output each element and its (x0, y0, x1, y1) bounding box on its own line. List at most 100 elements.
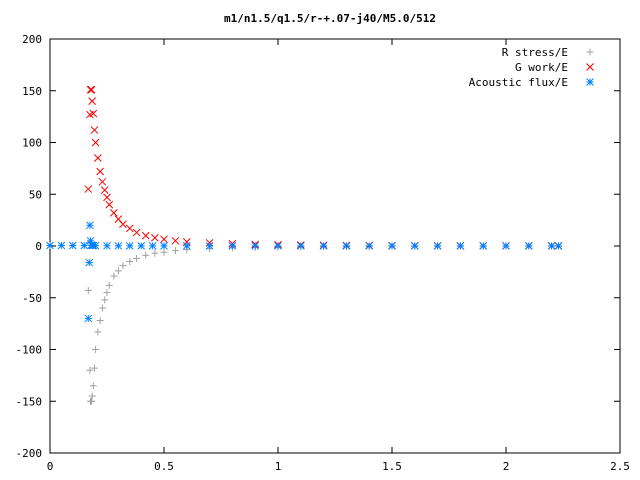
data-point (103, 289, 111, 297)
data-point (296, 242, 305, 250)
data-point (456, 242, 465, 250)
x-tick-label: 0.5 (154, 460, 174, 473)
data-point (110, 272, 118, 280)
data-point (98, 304, 106, 312)
data-point (92, 346, 100, 353)
axes: 0 0.5 1 1.5 2 2.5 -200 -150 -100 -50 0 50 100 150 200 (16, 33, 630, 473)
data-point (182, 242, 191, 250)
y-tick-label: 100 (22, 137, 42, 150)
data-point (251, 242, 260, 250)
data-point (365, 242, 374, 250)
data-point (114, 241, 123, 250)
data-point (84, 314, 93, 323)
data-point (342, 242, 351, 250)
data-point (88, 97, 97, 105)
data-point (98, 177, 107, 186)
data-point (119, 220, 127, 229)
data-point (228, 242, 237, 250)
series-1 (84, 85, 563, 250)
series-2 (46, 221, 563, 323)
data-point (410, 242, 419, 250)
data-point (132, 228, 141, 237)
data-point (85, 258, 94, 267)
data-point (126, 258, 134, 266)
data-point (141, 231, 150, 240)
data-point (86, 366, 94, 374)
legend-marker (586, 48, 594, 56)
data-point (502, 242, 510, 250)
data-point (433, 242, 442, 250)
legend-label: Acoustic flux/E (469, 76, 568, 89)
data-point (148, 242, 157, 250)
data-point (96, 167, 105, 176)
data-point (388, 242, 396, 250)
data-point (86, 221, 94, 230)
y-tick-label: -100 (16, 344, 43, 357)
data-point (94, 154, 102, 162)
data-point (87, 85, 96, 94)
data-point (133, 254, 141, 262)
data-point (57, 241, 66, 250)
data-point (46, 241, 54, 250)
data-point (105, 281, 113, 289)
x-tick-label: 2 (503, 460, 510, 473)
y-tick-label: 150 (22, 85, 42, 98)
data-point (524, 242, 533, 250)
plot-frame (49, 38, 621, 454)
data-point (100, 186, 109, 194)
data-point (125, 242, 134, 250)
series-0 (84, 242, 562, 405)
y-tick-label: 200 (22, 33, 42, 46)
data-point (90, 364, 98, 372)
data-point (91, 138, 100, 147)
data-point (90, 126, 99, 134)
data-point (547, 242, 556, 250)
data-point (160, 242, 168, 250)
data-point (137, 242, 146, 250)
data-point (88, 392, 96, 400)
x-tick-label: 2.5 (610, 460, 630, 473)
data-point (105, 200, 114, 209)
data-point (84, 185, 93, 193)
data-point (151, 249, 159, 257)
data-point (96, 317, 104, 325)
data-point (554, 242, 563, 250)
data-point (319, 242, 328, 250)
data-point (479, 242, 488, 250)
data-point (89, 382, 97, 390)
data-point (91, 241, 100, 250)
data-point (109, 209, 118, 217)
data-point (103, 193, 111, 202)
data-point (103, 241, 111, 250)
y-tick-label: 0 (35, 240, 42, 253)
data-point (125, 224, 134, 233)
data-point (274, 242, 282, 250)
data-point (142, 251, 150, 259)
data-point (80, 241, 89, 250)
data-point (87, 397, 95, 405)
data-point (205, 242, 214, 250)
legend-marker (586, 63, 594, 71)
data-point (160, 248, 168, 256)
data-marks (46, 85, 563, 405)
y-tick-label: -50 (22, 292, 42, 305)
data-point (94, 328, 102, 336)
x-tick-label: 1 (275, 460, 282, 473)
data-point (160, 235, 168, 244)
data-point (68, 241, 77, 250)
chart-title: m1/n1.5/q1.5/r-+.07-j40/M5.0/512 (224, 12, 436, 25)
legend-label: R stress/E (502, 46, 568, 59)
y-tick-label: -150 (16, 395, 43, 408)
legend: R stress/E G work/E Acoustic flux/E (469, 46, 594, 89)
y-tick-label: -200 (16, 447, 43, 460)
data-point (114, 267, 122, 275)
data-point (84, 287, 92, 295)
data-point (171, 236, 180, 245)
legend-label: G work/E (515, 61, 568, 74)
data-point (151, 233, 159, 242)
data-point (119, 262, 127, 270)
data-point (101, 296, 109, 304)
data-point (171, 247, 179, 255)
x-tick-label: 0 (47, 460, 54, 473)
